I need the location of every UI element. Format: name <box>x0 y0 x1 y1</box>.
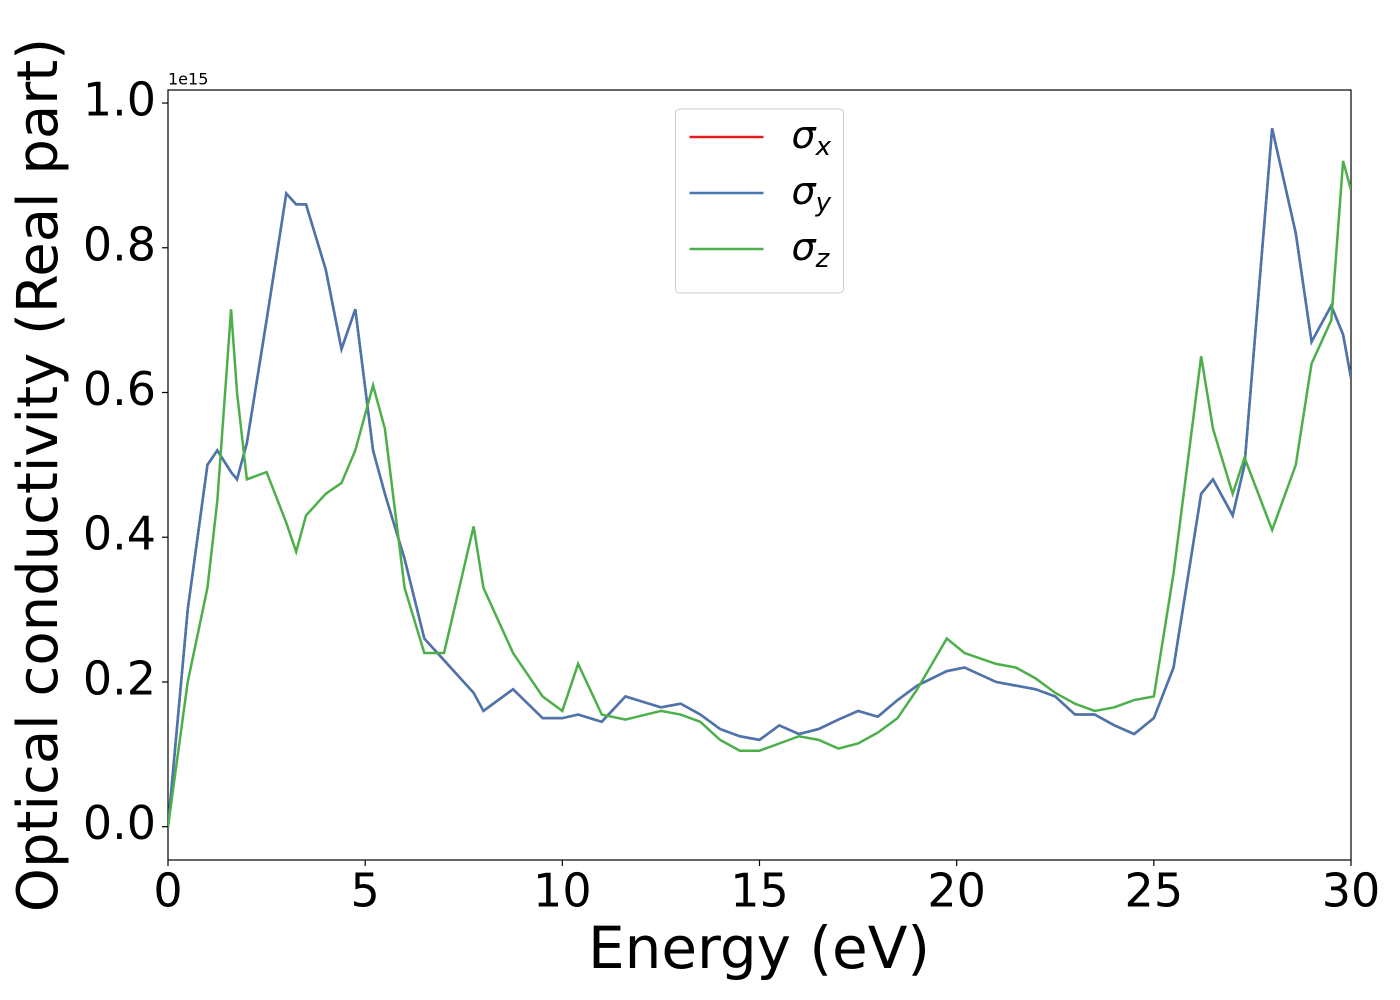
line-series <box>168 128 1351 827</box>
y-tick-label: 0.8 <box>83 217 156 271</box>
y-tick-label: 0.4 <box>83 507 156 561</box>
legend-label: σz <box>792 225 831 274</box>
y-tick-label: 0.0 <box>83 796 156 850</box>
legend-box <box>675 108 844 294</box>
x-tick-label: 20 <box>927 864 986 918</box>
x-tick-label: 5 <box>351 864 380 918</box>
x-tick-label: 0 <box>153 864 182 918</box>
x-axis-label: Energy (eV) <box>588 914 930 982</box>
legend-label: σy <box>792 169 832 218</box>
y-tick-label: 1.0 <box>83 73 156 127</box>
y-tick-label: 0.6 <box>83 362 156 416</box>
x-tick-label: 30 <box>1322 864 1381 918</box>
line-series <box>168 160 1351 827</box>
y-offset-label: 1e15 <box>168 70 208 89</box>
y-axis-label: Optical conductivity (Real part) <box>6 38 71 912</box>
x-tick-label: 25 <box>1125 864 1184 918</box>
legend-label: σx <box>792 113 832 162</box>
x-tick-label: 10 <box>533 864 592 918</box>
x-tick-label: 15 <box>730 864 789 918</box>
y-tick-label: 0.2 <box>83 651 156 705</box>
